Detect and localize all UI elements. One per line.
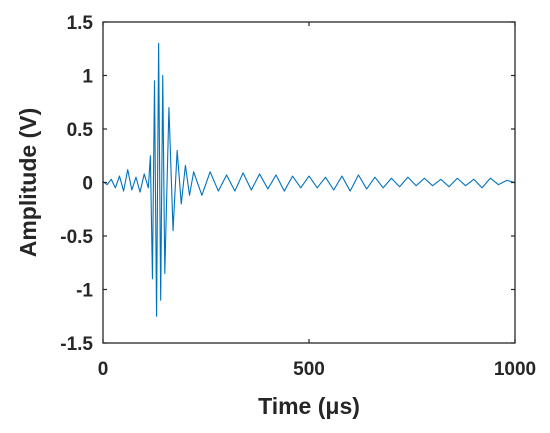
x-axis-label: Time (μs)	[258, 393, 360, 419]
y-tick-label: 0	[82, 174, 93, 195]
y-tick-label: -1.5	[60, 334, 93, 355]
x-tick-label: 0	[98, 359, 109, 380]
y-tick-label: -0.5	[60, 227, 93, 248]
x-tick-label: 500	[293, 359, 325, 380]
signal-series-line	[102, 42, 516, 317]
y-tick-label: 1	[82, 67, 93, 88]
y-tick-label: 0.5	[67, 120, 94, 141]
x-axis-ticks: 0 500 1000	[98, 22, 536, 380]
x-tick-label: 1000	[494, 359, 536, 380]
plot-area	[102, 21, 516, 344]
y-axis-label: Amplitude (V)	[15, 108, 41, 258]
y-axis-ticks: -1.5 -1 -0.5 0 0.5 1 1.5	[60, 13, 515, 355]
y-tick-label: -1	[76, 281, 93, 302]
y-tick-label: 1.5	[67, 13, 94, 34]
